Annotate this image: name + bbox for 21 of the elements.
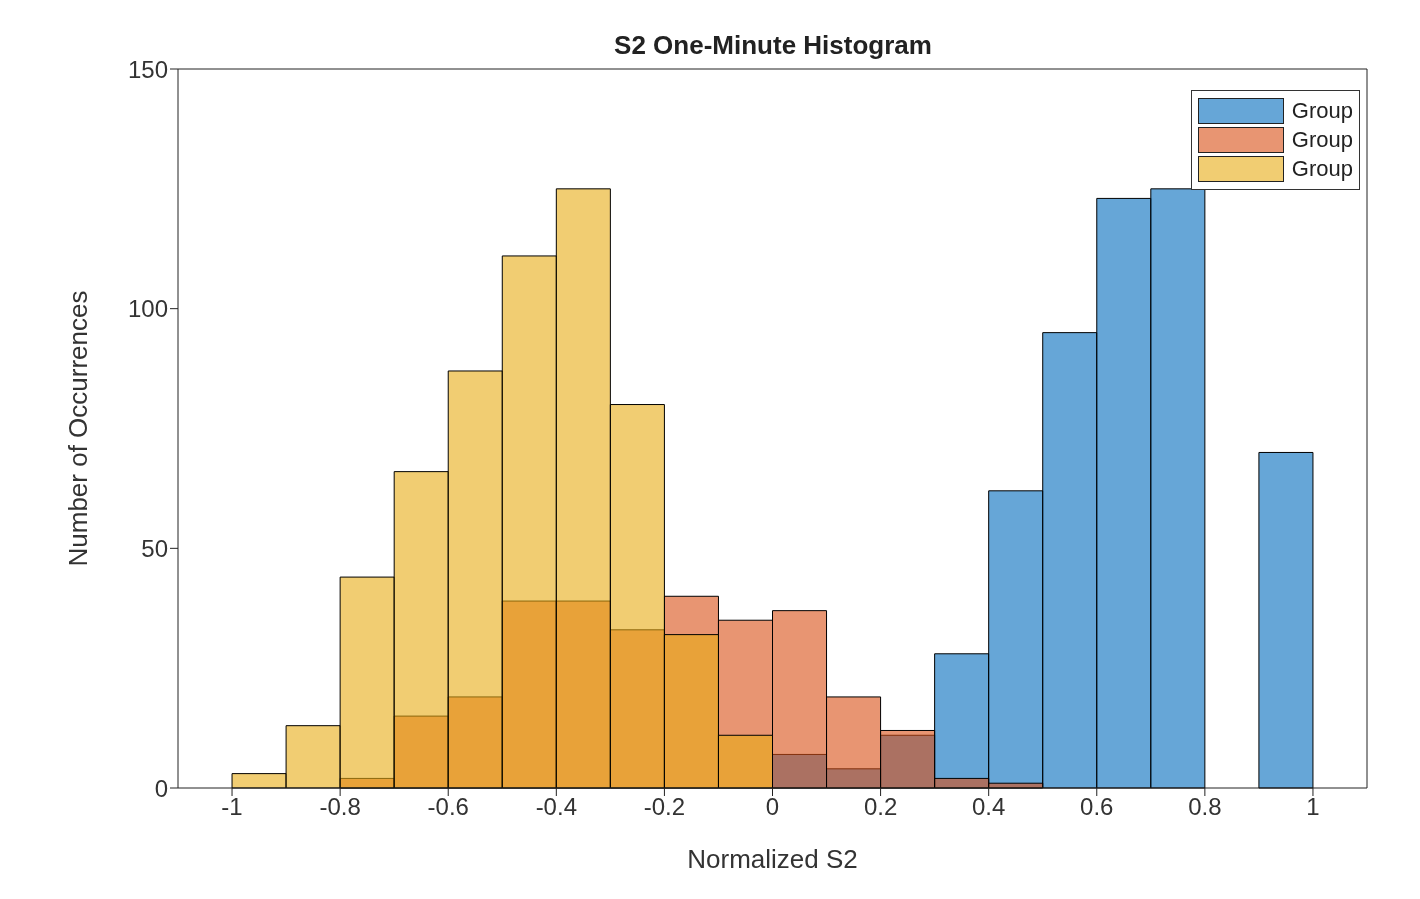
x-tick-label: -1: [221, 793, 243, 821]
x-axis-title: Normalized S2: [687, 844, 858, 874]
x-tick-label: 0.8: [1188, 793, 1222, 821]
x-tick-label: -0.6: [427, 793, 469, 821]
chart-title: S2 One-Minute Histogram: [613, 30, 933, 61]
x-tick-label: 0.6: [1080, 793, 1114, 821]
y-tick-label: 50: [141, 534, 168, 562]
y-axis-title: Number of Occurrences: [63, 290, 94, 567]
x-tick-label: 1: [1306, 793, 1320, 821]
y-tick-label: 100: [127, 295, 168, 323]
legend-label: Group: [1291, 98, 1353, 124]
x-tick-label: -0.8: [319, 793, 361, 821]
y-tick-label: 150: [127, 55, 168, 83]
x-tick-label: -0.4: [535, 793, 577, 821]
legend-label: Group: [1291, 156, 1353, 182]
legend-label: Group: [1291, 127, 1353, 153]
x-tick-label: -0.2: [643, 793, 686, 821]
x-tick-label: 0.2: [863, 793, 898, 821]
x-tick-label: 0.4: [971, 793, 1006, 821]
y-tick-label: 0: [154, 774, 168, 802]
x-tick-label: 0: [765, 793, 780, 821]
